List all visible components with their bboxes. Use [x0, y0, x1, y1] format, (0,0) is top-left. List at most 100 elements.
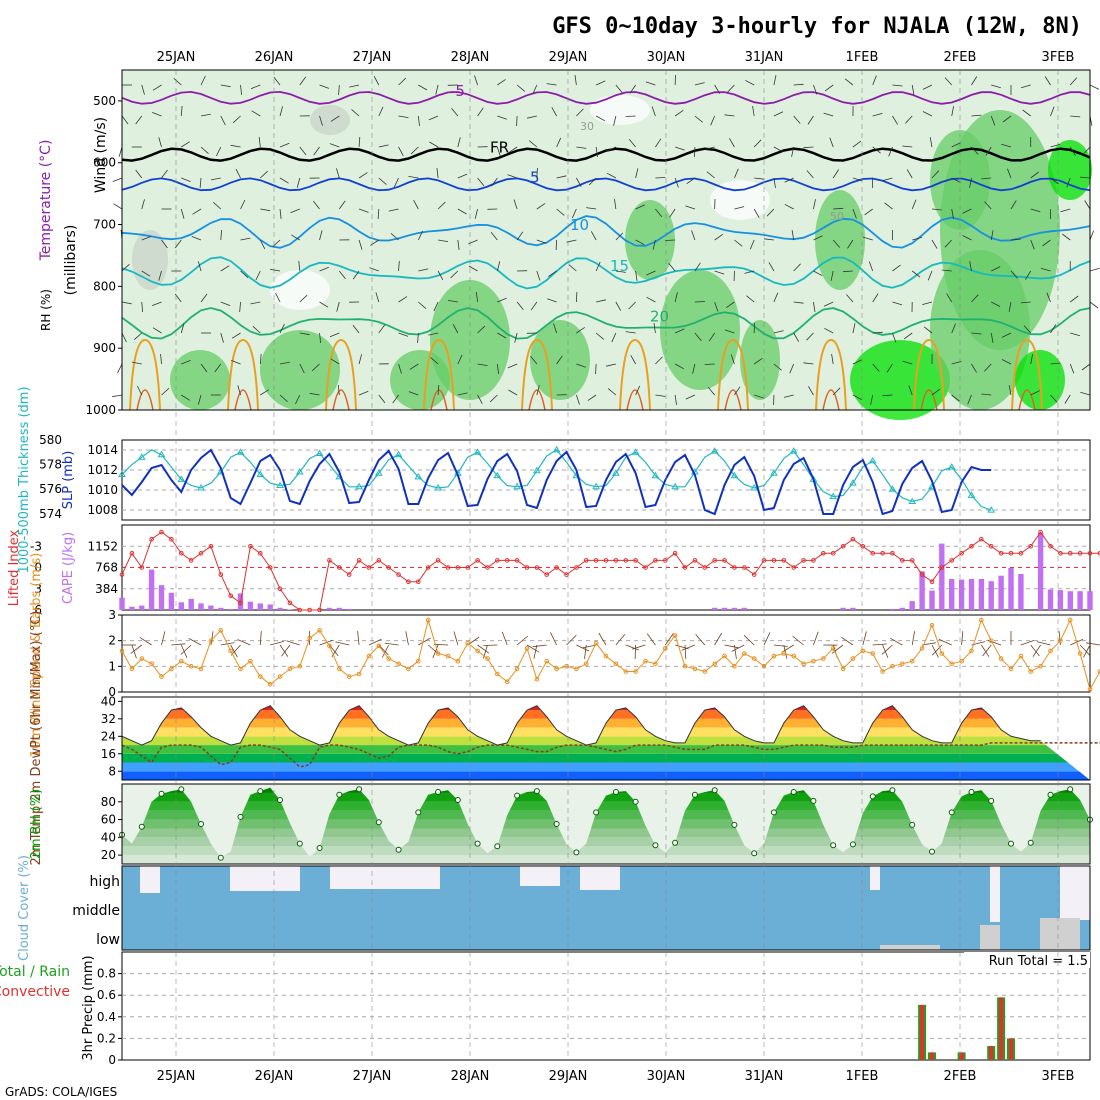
cape-bar [277, 607, 283, 610]
panel-frame [121, 69, 1091, 411]
wind-barb [121, 301, 132, 305]
wind-barb [555, 239, 558, 251]
wind-speed-marker [1048, 648, 1053, 654]
wind-barb [556, 208, 565, 216]
rh-band [122, 846, 1090, 856]
wind-barb [724, 114, 735, 117]
cape-bar [326, 607, 333, 610]
y-tick-label: 1 [108, 659, 116, 673]
wind-speed-marker [830, 646, 836, 651]
wind-barb [141, 84, 145, 95]
cape-lifted-index-panel: 6 3 0 -3 384 768 1152 Lifted Index CAPE (J/kg) [7, 524, 1100, 617]
thickness-marker [118, 470, 126, 477]
wind-barb [413, 200, 419, 210]
lifted-index-marker [228, 593, 233, 599]
wind-barb [611, 332, 617, 343]
bottom-date-axis: 25JAN 26JAN 27JAN 28JAN 29JAN 30JAN 31JAN 1FEB 2… [157, 1069, 1075, 1084]
y-tick-label: 1014 [87, 443, 118, 457]
wind-barb [911, 270, 921, 278]
wind-barb [329, 143, 340, 148]
wind-barb [714, 270, 725, 275]
wind-barb [273, 76, 281, 86]
y-tick-label: 20 [101, 848, 116, 862]
wind-barb [576, 108, 584, 117]
wind-speed-marker [771, 653, 777, 659]
wind-barb [417, 332, 419, 344]
wind-speed-marker [939, 651, 945, 656]
wind-barb [437, 384, 440, 396]
wind-barb [1008, 301, 1012, 312]
surface-heat-contour [325, 338, 357, 411]
wind-barb [1084, 200, 1091, 210]
wind-barb [922, 111, 933, 117]
wind-speed-marker [742, 651, 747, 656]
rh-marker [474, 840, 481, 847]
axis-label-lifted-index: Lifted Index [7, 529, 22, 606]
date-tick-label: 2FEB [944, 1069, 977, 1084]
wind-barb [546, 83, 557, 86]
rh-marker [296, 840, 303, 847]
rh-marker [691, 791, 698, 798]
isotherm-line [121, 147, 1091, 162]
wind-barb [813, 270, 823, 277]
wind-barb [595, 80, 606, 86]
wind-speed-line [121, 618, 1100, 691]
lifted-index-marker [1087, 551, 1093, 556]
wind-barb [141, 199, 145, 210]
wind-barb [457, 239, 460, 250]
wind-barb [496, 261, 501, 272]
lifted-index-marker [386, 565, 392, 570]
cape-bar [919, 571, 925, 610]
wind-barb [646, 270, 656, 276]
wind-barb [1008, 385, 1012, 396]
thickness-marker [552, 445, 561, 453]
wind-barb [220, 84, 231, 88]
lifted-index-marker [1008, 551, 1014, 556]
wind-barb [862, 631, 867, 646]
upper-air-panel: -5 FR 5 10 15 20 30 50 500 600 700 800 900 1000 Wind (… [38, 69, 1100, 440]
wind-barb [409, 363, 419, 370]
wind-barb [427, 644, 440, 655]
wind-barb [646, 296, 656, 303]
wind-barb [984, 201, 992, 210]
wind-barb [1020, 640, 1035, 646]
wind-barb [131, 361, 142, 365]
rh-band [122, 828, 1090, 838]
wind-speed-marker [248, 658, 253, 664]
rh-marker [1047, 791, 1054, 798]
lifted-index-marker [248, 544, 253, 549]
lifted-index-marker [682, 565, 688, 570]
chart-title: GFS 0~10day 3-hourly for NJALA (12W, 8N) [552, 14, 1082, 39]
wind-barb [1083, 644, 1091, 658]
lifted-index-marker [1077, 551, 1083, 556]
rh-marker [632, 798, 639, 805]
wind-barb [813, 84, 818, 95]
lifted-index-marker [672, 551, 678, 556]
wind-barb [527, 115, 537, 119]
isotherm-label: 15 [610, 257, 629, 275]
wind-barb [468, 265, 478, 272]
surface-heat-contour [227, 338, 259, 411]
rh-region [660, 270, 740, 390]
y-tick-label: 16 [101, 747, 116, 761]
isotherm-label: 5 [530, 168, 540, 186]
wind-speed-marker [801, 661, 806, 667]
wind-barb [1064, 394, 1071, 404]
cape-bar [909, 601, 915, 610]
wind-barb [615, 634, 626, 646]
wind-barb [296, 177, 301, 188]
wind-barb [260, 208, 271, 212]
wind-barb [1069, 146, 1076, 156]
wind-barb [1070, 295, 1079, 303]
temperature-band [122, 727, 1090, 737]
rh-marker [968, 789, 975, 795]
wind-barb [691, 230, 696, 241]
lifted-index-marker [327, 558, 332, 563]
wind-barb [892, 301, 903, 306]
wind-barb [135, 169, 143, 179]
wind-barb [847, 239, 854, 249]
wind-barb [260, 389, 270, 396]
wind-barb [685, 205, 696, 210]
wind-barb [358, 172, 368, 179]
wind-barb [889, 637, 903, 646]
